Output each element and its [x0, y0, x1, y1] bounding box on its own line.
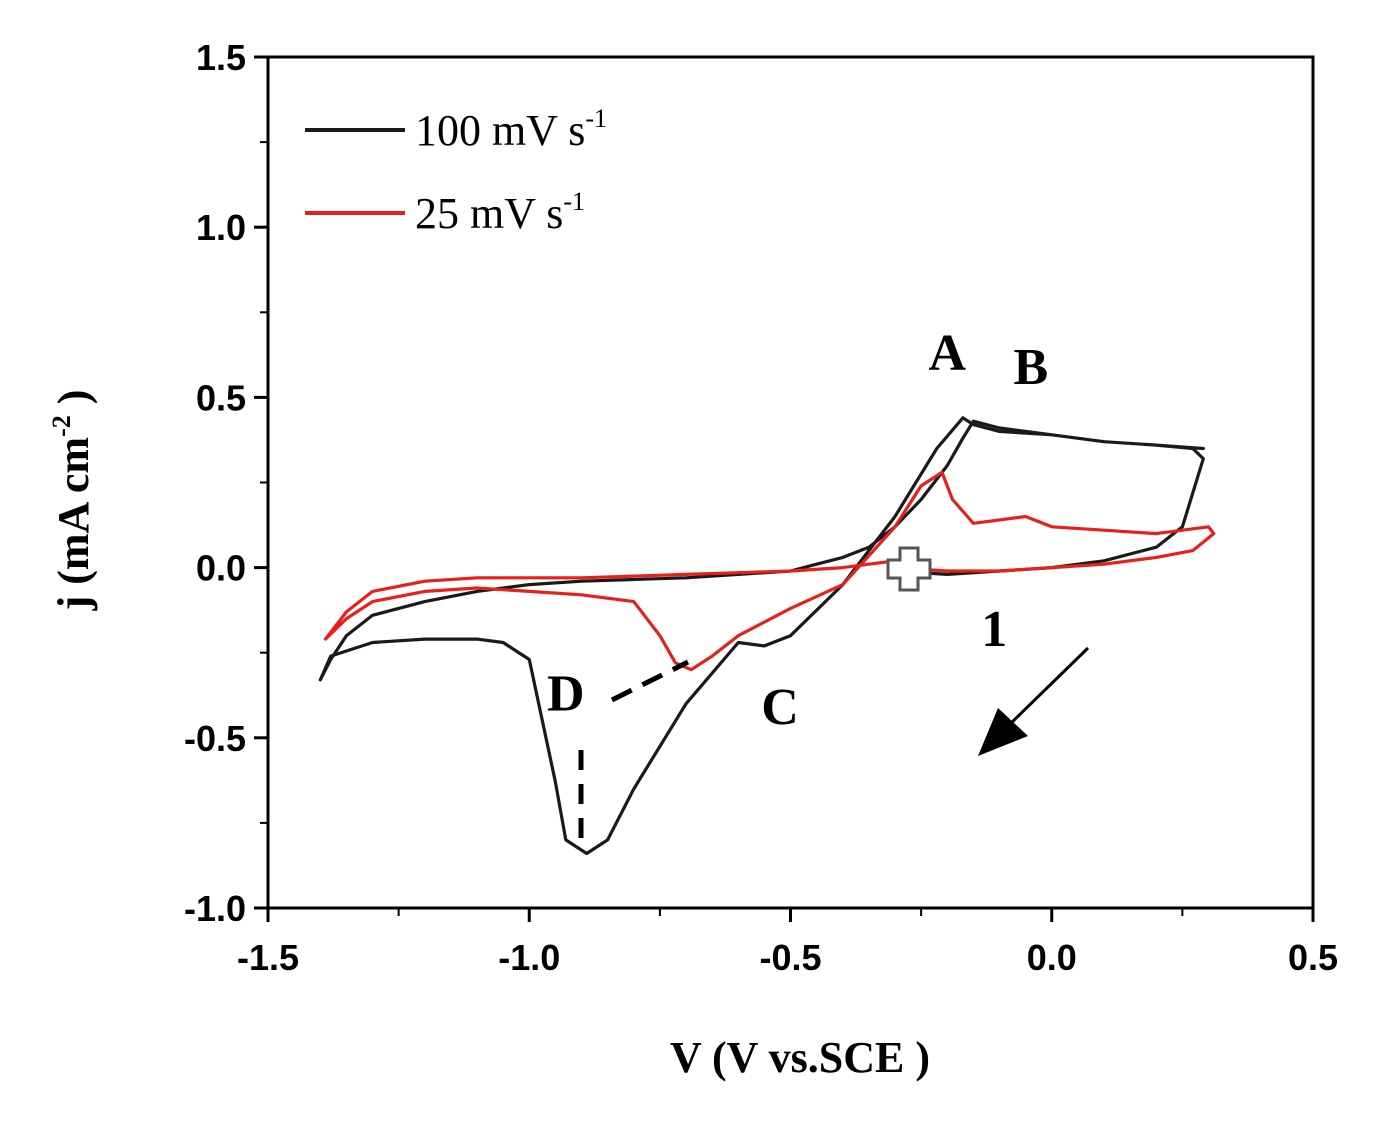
annotation-1: 1	[981, 601, 1007, 658]
annotation-A: A	[928, 325, 966, 382]
y-tick-label: -0.5	[184, 718, 246, 759]
annotation-C: C	[761, 679, 799, 736]
x-tick-label: -1.5	[237, 937, 299, 978]
y-tick-label: 0.0	[196, 548, 246, 589]
start-point-marker	[886, 546, 932, 592]
legend: 100 mV s-1 25 mV s-1	[305, 104, 607, 238]
peak-d-leader-dash	[610, 659, 690, 703]
legend-label-25: 25 mV s-1	[415, 187, 585, 238]
x-tick-label: 0.0	[1027, 937, 1077, 978]
y-tick-label: 1.5	[196, 37, 246, 78]
annotation-B: B	[1014, 339, 1049, 396]
y-axis-title: j (mA cm-2 )	[47, 390, 98, 612]
plot-area: -1.5 -1.0 -0.5 0.0 0.5 -1.0 -0.5 0.0 0.5 1.0 1.5	[184, 37, 1338, 978]
scan-direction-arrow-icon	[978, 646, 1090, 756]
x-tick-label: -1.0	[498, 937, 560, 978]
y-tick-label: 0.5	[196, 377, 246, 418]
series-line-25mv	[323, 470, 1216, 672]
annotation-D: D	[547, 666, 585, 723]
x-tick-label: -0.5	[759, 937, 821, 978]
x-tick-label: 0.5	[1288, 937, 1338, 978]
plot-frame	[266, 55, 1315, 910]
series-line-100mv	[318, 416, 1205, 856]
legend-label-100: 100 mV s-1	[415, 104, 607, 155]
y-tick-label: -1.0	[184, 888, 246, 929]
x-axis-title: V (V vs.SCE )	[670, 1033, 930, 1082]
y-tick-label: 1.0	[196, 207, 246, 248]
